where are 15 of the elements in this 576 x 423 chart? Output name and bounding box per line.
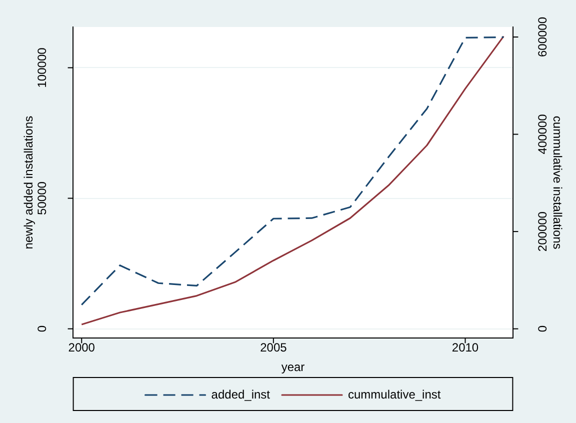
y2-tick-label: 0 — [536, 325, 550, 332]
x-tick-label: 2000 — [68, 340, 96, 355]
y2-tick-label: 400000 — [536, 114, 550, 154]
y-axis-title: newly added installations — [22, 116, 36, 250]
y2-tick-label: 600000 — [536, 16, 550, 58]
x-axis-title: year — [281, 360, 305, 374]
legend-label: added_inst — [211, 387, 271, 402]
y-tick-label: 0 — [35, 325, 50, 332]
y-tick-label: 100000 — [35, 47, 50, 88]
y-tick-label: 50000 — [35, 181, 50, 215]
y2-tick-label: 200000 — [536, 211, 550, 252]
y2-axis-title: cummulative installations — [550, 116, 564, 250]
legend-label: cummulative_inst — [348, 387, 442, 402]
x-tick-label: 2010 — [452, 340, 479, 355]
x-tick-label: 2005 — [260, 340, 288, 355]
